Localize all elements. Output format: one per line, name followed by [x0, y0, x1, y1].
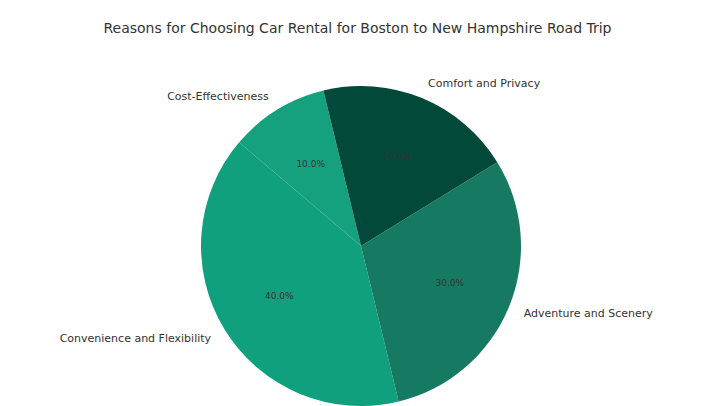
svg-text:20.0%: 20.0%: [383, 152, 412, 162]
svg-text:Comfort and Privacy: Comfort and Privacy: [428, 77, 541, 90]
svg-text:Adventure and Scenery: Adventure and Scenery: [524, 307, 654, 320]
svg-text:10.0%: 10.0%: [296, 159, 325, 169]
html-text:Reasons for Choosing Car Renta: Reasons for Choosing Car Rental for Bost…: [103, 20, 612, 36]
svg-text:40.0%: 40.0%: [265, 291, 294, 301]
svg-text:Convenience and Flexibility: Convenience and Flexibility: [60, 332, 212, 345]
svg-text:30.0%: 30.0%: [435, 278, 464, 288]
svg-text:Cost-Effectiveness: Cost-Effectiveness: [167, 90, 269, 103]
